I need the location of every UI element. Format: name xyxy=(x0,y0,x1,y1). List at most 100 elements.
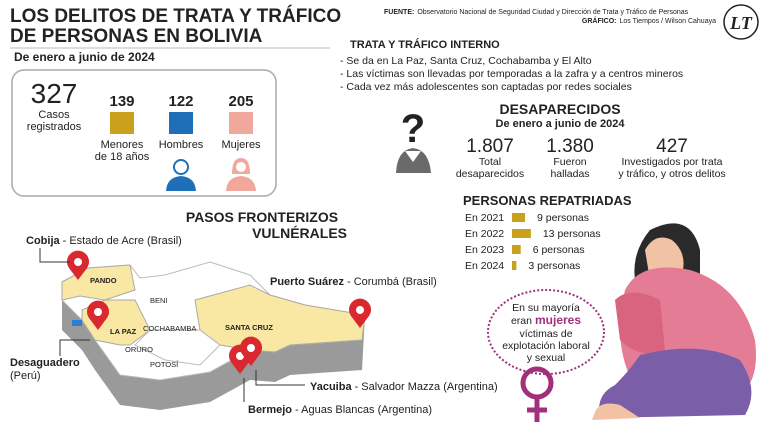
group-swatch xyxy=(169,112,193,134)
note: y sexual xyxy=(527,352,566,364)
borders-title: PASOS FRONTERIZOS xyxy=(186,209,338,225)
bar xyxy=(512,213,526,222)
source: FUENTE: Observatorio Nacional de Segurida… xyxy=(384,9,689,16)
connector xyxy=(255,370,305,386)
woman-illustration xyxy=(592,223,756,420)
year-label: En 2021 xyxy=(465,212,504,224)
pin-dot xyxy=(94,308,102,316)
pin-dot xyxy=(74,258,82,266)
bar-label: 9 personas xyxy=(537,212,589,224)
internal-title: TRATA Y TRÁFICO INTERNO xyxy=(350,38,500,51)
note-oval xyxy=(487,289,605,375)
crossing-place: - Aguas Blancas (Argentina) xyxy=(295,404,432,416)
group-swatch xyxy=(229,112,253,134)
crossing: Puerto Suárez - Corumbá (Brasil) xyxy=(270,276,437,288)
female-symbol xyxy=(520,366,554,422)
missing-icon: ? xyxy=(396,107,431,173)
stat-value: 427 xyxy=(656,136,688,157)
stat-label: desaparecidos xyxy=(456,168,524,180)
svg-text:?: ? xyxy=(401,107,425,151)
crossing-name: Bermejo xyxy=(248,404,292,416)
logo: LT xyxy=(729,13,753,33)
map xyxy=(61,261,366,410)
period: De enero a junio de 2024 xyxy=(14,50,155,64)
region: COCHABAMBA xyxy=(143,324,196,333)
year-label: En 2023 xyxy=(465,244,504,256)
connector xyxy=(59,339,90,356)
group-label: Hombres xyxy=(159,139,204,151)
cases-label: Casos xyxy=(38,109,70,121)
crossing-place: (Perú) xyxy=(10,370,41,382)
note: eran mujeres xyxy=(511,313,581,327)
bullet: - Las víctimas son llevadas por temporad… xyxy=(340,68,683,80)
region: POTOSÍ xyxy=(150,360,179,369)
note: víctimas de xyxy=(519,328,572,340)
bullet: - Se da en La Paz, Santa Cruz, Cochabamb… xyxy=(340,55,592,67)
crossing-place: - Estado de Acre (Brasil) xyxy=(63,235,182,247)
stat-label: Fueron xyxy=(553,156,586,168)
crossing: Bermejo - Aguas Blancas (Argentina) xyxy=(248,404,432,416)
source-text: Observatorio Nacional de Seguridad Ciuda… xyxy=(417,9,688,16)
group-value: 139 xyxy=(109,93,134,110)
region: ORURO xyxy=(125,345,153,354)
group-swatch xyxy=(110,112,134,134)
year-label: En 2022 xyxy=(465,228,504,240)
man-icon xyxy=(166,159,196,191)
region: LA PAZ xyxy=(110,327,137,336)
bar-label: 13 personas xyxy=(543,228,601,240)
note: En su mayoría xyxy=(512,302,580,314)
crossing: Yacuiba - Salvador Mazza (Argentina) xyxy=(310,381,498,393)
crossing-name: Puerto Suárez xyxy=(270,276,344,288)
region: BENI xyxy=(150,296,168,305)
group-label: de 18 años xyxy=(95,151,150,163)
cases-box xyxy=(11,69,277,197)
bar xyxy=(512,261,517,270)
logo-ring xyxy=(723,4,759,40)
bullet: - Cada vez más adolescentes son captadas… xyxy=(340,81,632,93)
note: eran xyxy=(511,315,532,327)
bar-label: 6 personas xyxy=(533,244,585,256)
stat-label: Investigados por trata xyxy=(622,156,723,168)
group-label: Mujeres xyxy=(221,139,261,151)
missing-title: DESAPARECIDOS xyxy=(499,101,620,117)
stat-value: 1.380 xyxy=(546,136,594,157)
crossing-place: - Salvador Mazza (Argentina) xyxy=(355,381,498,393)
credit-label: GRÁFICO: xyxy=(582,16,617,25)
title: DE PERSONAS EN BOLIVIA xyxy=(10,26,263,47)
credit: GRÁFICO: Los Tiempos / Wilson Cahuaya xyxy=(582,16,716,25)
note-highlight: mujeres xyxy=(535,313,581,327)
woman-icon xyxy=(226,158,256,191)
group-value: 122 xyxy=(168,93,193,110)
year-label: En 2024 xyxy=(465,260,504,272)
cases-total: 327 xyxy=(31,78,78,109)
source-label: FUENTE: xyxy=(384,9,414,16)
group-label: Menores xyxy=(101,139,144,151)
crossing: Cobija - Estado de Acre (Brasil) xyxy=(26,235,182,247)
bar xyxy=(512,245,521,254)
pins xyxy=(67,250,372,374)
cases-label: registrados xyxy=(27,121,82,133)
region: PANDO xyxy=(90,276,117,285)
stat-label: halladas xyxy=(550,168,589,180)
group-value: 205 xyxy=(228,93,253,110)
borders-title: VULNÉRALES xyxy=(252,225,347,241)
pin-dot xyxy=(247,344,255,352)
credit-text: Los Tiempos / Wilson Cahuaya xyxy=(620,18,717,25)
crossing-place: - Corumbá (Brasil) xyxy=(347,276,437,288)
pin-dot xyxy=(356,306,364,314)
stat-label: Total xyxy=(479,156,501,168)
title: LOS DELITOS DE TRATA Y TRÁFICO xyxy=(10,5,341,27)
missing-period: De enero a junio de 2024 xyxy=(496,118,626,130)
crossing-name: Yacuiba xyxy=(310,381,352,393)
connector xyxy=(39,248,70,263)
stat-label: y tráfico, y otros delitos xyxy=(618,168,725,180)
stat-value: 1.807 xyxy=(466,136,514,157)
region: SANTA CRUZ xyxy=(225,323,273,332)
bar xyxy=(512,229,531,238)
repatriated-chart: En 2021 9 personas En 2022 13 personas En 20… xyxy=(465,212,601,272)
crossing-name: Cobija xyxy=(26,235,60,247)
